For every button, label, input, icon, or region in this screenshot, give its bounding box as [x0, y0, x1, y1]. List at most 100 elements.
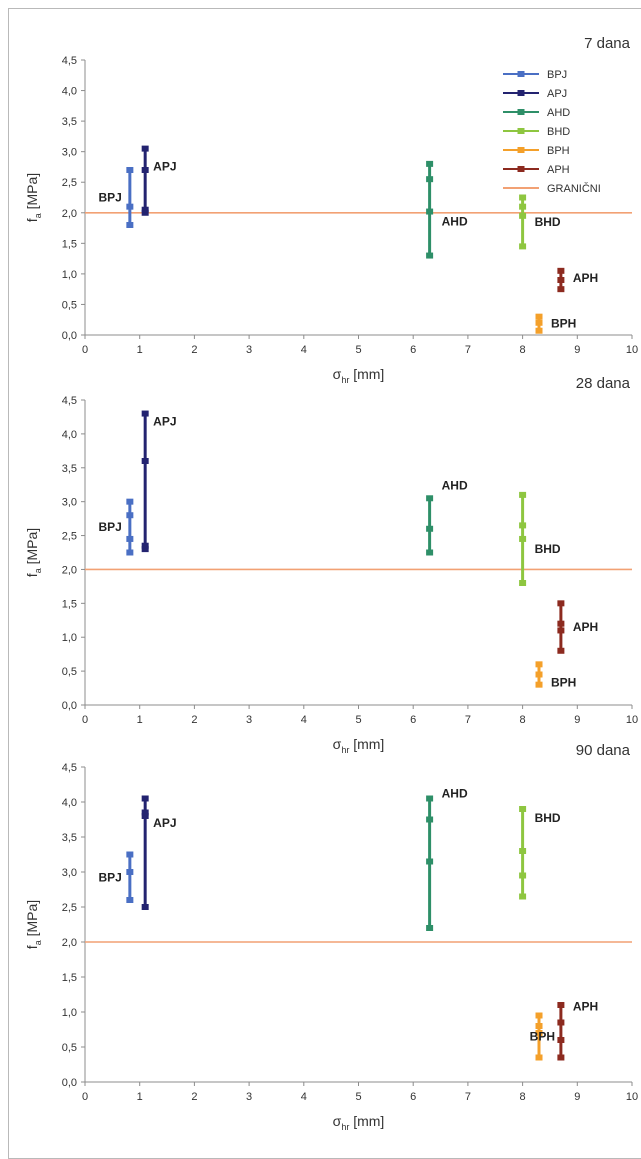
series-label-bhd: BHD — [535, 542, 561, 556]
data-point — [535, 671, 543, 678]
panel-title: 28 dana — [576, 375, 631, 392]
series-label-bpj: BPJ — [99, 520, 122, 534]
y-axis-label-unit: [MPa] — [24, 173, 40, 213]
x-tick-label: 10 — [626, 1091, 638, 1103]
bar-min-marker — [141, 209, 149, 216]
x-tick-label: 9 — [574, 344, 580, 356]
y-tick-label: 2,5 — [62, 531, 77, 543]
x-tick-label: 4 — [301, 714, 307, 726]
bar-min-marker — [126, 897, 134, 903]
series-apj: APJ — [141, 145, 177, 216]
series-label-apj: APJ — [153, 816, 176, 830]
x-axis-label-sub: hr — [341, 745, 349, 755]
data-point — [426, 176, 434, 183]
x-axis-label-unit: [mm] — [349, 366, 384, 382]
data-point — [141, 206, 149, 213]
x-axis-label-unit: [mm] — [349, 736, 384, 752]
y-tick-label: 4,5 — [62, 762, 77, 774]
data-point — [535, 1023, 543, 1029]
series-bpj: BPJ — [99, 851, 134, 903]
y-tick-label: 0,5 — [62, 666, 77, 678]
legend-marker-apj — [517, 90, 525, 96]
data-point — [519, 848, 527, 854]
y-axis-label-unit: [MPa] — [24, 528, 40, 568]
x-tick-label: 6 — [410, 344, 416, 356]
bar-min-marker — [519, 243, 527, 250]
bar-min-marker — [535, 681, 543, 688]
series-label-bph: BPH — [551, 317, 576, 331]
bar-max-marker — [519, 491, 527, 498]
bar-max-marker — [126, 851, 134, 858]
bar-max-marker — [141, 410, 149, 417]
series-label-ahd: AHD — [442, 215, 468, 229]
x-axis-label-symbol: σ — [333, 366, 342, 382]
series-bhd: BHD — [519, 491, 561, 586]
bar-min-marker — [426, 549, 434, 556]
data-point — [141, 542, 149, 549]
series-label-bph: BPH — [551, 676, 576, 690]
y-axis-label: fa [MPa] — [24, 528, 43, 577]
y-axis-label-symbol: f — [24, 945, 40, 949]
x-axis-label-sub: hr — [341, 1122, 349, 1132]
x-tick-label: 8 — [520, 714, 526, 726]
bar-min-marker — [557, 1054, 565, 1061]
data-point — [141, 809, 149, 816]
bar-min-marker — [141, 904, 149, 910]
y-tick-label: 3,0 — [62, 497, 77, 509]
data-point — [141, 813, 149, 819]
y-tick-label: 1,5 — [62, 972, 77, 984]
y-tick-label: 3,5 — [62, 832, 77, 844]
y-axis-label-sub: a — [33, 940, 43, 945]
series-label-bpj: BPJ — [99, 191, 122, 205]
bar-min-marker — [535, 327, 543, 334]
y-tick-label: 4,0 — [62, 797, 77, 809]
y-tick-label: 4,0 — [62, 429, 77, 441]
x-tick-label: 0 — [82, 714, 88, 726]
y-tick-label: 2,5 — [62, 902, 77, 914]
x-tick-label: 3 — [246, 344, 252, 356]
data-point — [557, 627, 565, 634]
data-point — [557, 277, 565, 283]
legend-label-bhd: BHD — [547, 126, 570, 138]
bar-max-marker — [535, 313, 543, 320]
data-point — [557, 1037, 565, 1043]
y-tick-label: 0,0 — [62, 330, 77, 342]
legend-marker-bhd — [517, 128, 525, 134]
bar-min-marker — [557, 286, 565, 293]
y-tick-label: 0,5 — [62, 1042, 77, 1054]
data-point — [535, 1030, 543, 1036]
bar-min-marker — [126, 549, 134, 556]
y-tick-label: 3,5 — [62, 463, 77, 475]
data-point — [126, 203, 134, 210]
data-point — [426, 816, 434, 823]
y-tick-label: 1,5 — [62, 238, 77, 250]
series-label-bph: BPH — [530, 1030, 555, 1044]
x-tick-label: 8 — [520, 344, 526, 356]
chart-panel-2: 0,0 0,5 1,0 1,5 2,0 2,5 3,0 3,5 4,0 4,5 0 1 2 3 4 5 6 7 8 9… — [24, 375, 638, 755]
x-axis-label-sub: hr — [341, 375, 349, 385]
series-ahd: AHD — [426, 786, 468, 931]
series-label-bhd: BHD — [535, 215, 561, 229]
panel-title: 90 dana — [576, 742, 631, 759]
y-tick-label: 3,0 — [62, 867, 77, 879]
y-tick-label: 4,5 — [62, 55, 77, 67]
x-tick-label: 10 — [626, 344, 638, 356]
data-point — [535, 319, 543, 326]
data-point — [557, 620, 565, 627]
x-tick-label: 3 — [246, 1091, 252, 1103]
series-bhd: BHD — [519, 194, 561, 250]
x-tick-label: 1 — [137, 714, 143, 726]
series-label-aph: APH — [573, 620, 598, 634]
data-point — [557, 1019, 565, 1026]
series-label-bhd: BHD — [535, 811, 561, 825]
data-point — [126, 869, 134, 875]
y-tick-label: 2,0 — [62, 937, 77, 949]
series-bhd: BHD — [519, 806, 561, 900]
bar-max-marker — [557, 600, 565, 607]
y-tick-label: 0,0 — [62, 700, 77, 712]
figure-frame — [8, 8, 641, 1159]
x-tick-label: 2 — [191, 714, 197, 726]
y-axis-label: fa [MPa] — [24, 173, 43, 222]
y-tick-label: 1,0 — [62, 632, 77, 644]
legend-marker-aph — [517, 166, 525, 172]
